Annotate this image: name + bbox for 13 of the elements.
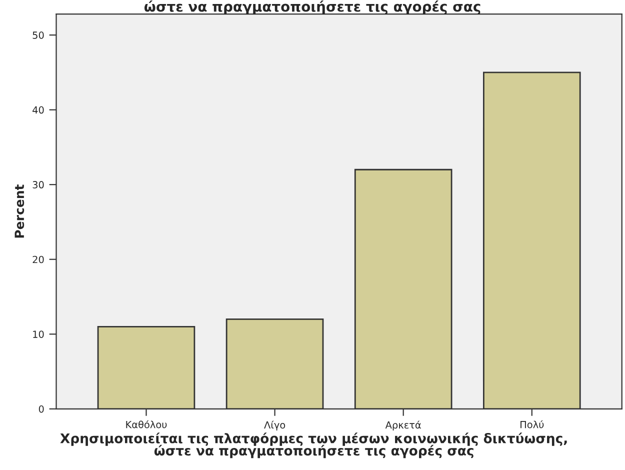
y-tick-label: 10 (33, 330, 44, 338)
x-tick-label: Αρκετά (385, 420, 421, 431)
x-tick-label: Λίγο (264, 420, 286, 431)
y-tick-label: 0 (38, 405, 44, 413)
x-tick-label: Πολύ (520, 420, 544, 428)
y-tick-label: 20 (32, 256, 44, 264)
x-tick-label: Καθόλου (126, 420, 167, 428)
y-tick-label: 40 (32, 106, 44, 114)
x-axis-title: Χρησιμοποιείται τις πλατφόρμες των μέσων κοινωνικής δικτύωσης, ώστε να πραγματοποιήσετε τις αγορές σας (60, 432, 567, 458)
chart-title: ώστε να πραγματοποιήσετε τις αγορές σας (144, 0, 480, 14)
y-axis-title: Percent (14, 184, 24, 238)
y-tick-label: 30 (32, 181, 44, 188)
y-tick-label: 50 (32, 32, 44, 39)
